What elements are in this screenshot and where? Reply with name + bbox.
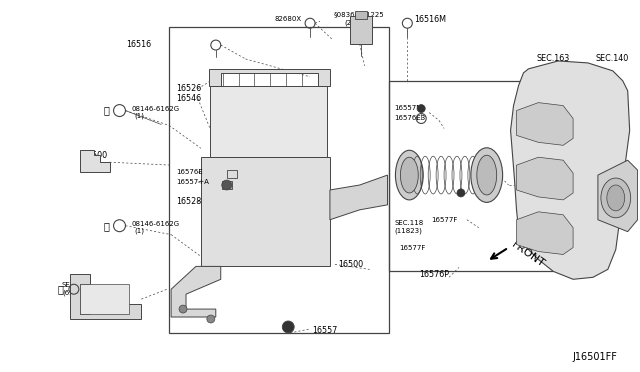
Text: 16516: 16516 xyxy=(127,39,152,49)
Polygon shape xyxy=(210,86,327,157)
Polygon shape xyxy=(330,175,387,220)
Text: 16526: 16526 xyxy=(176,84,202,93)
Text: (62500): (62500) xyxy=(62,290,90,296)
Polygon shape xyxy=(511,61,630,279)
Text: SEC.140: SEC.140 xyxy=(596,54,629,64)
Circle shape xyxy=(221,180,232,190)
Polygon shape xyxy=(516,212,573,254)
Text: 16576P: 16576P xyxy=(419,270,449,279)
Bar xyxy=(221,181,232,189)
Polygon shape xyxy=(201,157,330,266)
Circle shape xyxy=(417,105,425,113)
Circle shape xyxy=(179,305,187,313)
Bar xyxy=(227,170,237,178)
Polygon shape xyxy=(598,160,637,232)
Ellipse shape xyxy=(401,157,419,193)
Text: 16557: 16557 xyxy=(312,326,337,336)
Text: 16557M: 16557M xyxy=(394,105,422,110)
Text: 08146-6162G: 08146-6162G xyxy=(131,221,180,227)
Text: 16500: 16500 xyxy=(82,151,107,160)
Text: (1): (1) xyxy=(134,112,145,119)
Circle shape xyxy=(282,321,294,333)
Text: 16516M: 16516M xyxy=(414,15,446,24)
Bar xyxy=(355,11,367,19)
Ellipse shape xyxy=(601,178,630,218)
Text: FRONT: FRONT xyxy=(509,240,547,269)
Text: 16528: 16528 xyxy=(176,198,202,206)
Text: 16546: 16546 xyxy=(176,94,201,103)
Polygon shape xyxy=(516,103,573,145)
Text: (11823): (11823) xyxy=(394,227,422,234)
Polygon shape xyxy=(70,274,141,319)
Text: 16556: 16556 xyxy=(102,296,127,306)
Ellipse shape xyxy=(396,150,423,200)
Polygon shape xyxy=(516,157,573,200)
Bar xyxy=(80,284,129,314)
Ellipse shape xyxy=(607,185,625,211)
Text: SEC.118: SEC.118 xyxy=(394,220,424,226)
Bar xyxy=(169,27,390,333)
Bar xyxy=(350,16,372,44)
Text: SEC.625: SEC.625 xyxy=(62,282,91,288)
Text: 16577F: 16577F xyxy=(431,217,458,223)
Circle shape xyxy=(457,189,465,197)
Text: Ⓑ: Ⓑ xyxy=(104,106,109,116)
Text: SEC.163: SEC.163 xyxy=(536,54,570,64)
Ellipse shape xyxy=(477,155,497,195)
Polygon shape xyxy=(209,69,330,86)
Text: 16576E: 16576E xyxy=(176,169,203,175)
Text: Ⓑ: Ⓑ xyxy=(104,221,109,231)
Text: (2): (2) xyxy=(345,20,355,26)
Text: §08360-41225: §08360-41225 xyxy=(334,11,385,17)
Polygon shape xyxy=(80,150,109,172)
Text: 08146-6162G: 08146-6162G xyxy=(131,106,180,112)
Circle shape xyxy=(207,315,215,323)
Polygon shape xyxy=(171,266,221,317)
Text: 16576E3: 16576E3 xyxy=(394,115,426,121)
Text: 16557+A: 16557+A xyxy=(176,179,209,185)
Text: 16577F: 16577F xyxy=(399,244,426,250)
Text: Ⓑ: Ⓑ xyxy=(57,284,63,294)
Ellipse shape xyxy=(471,148,502,202)
Text: J16501FF: J16501FF xyxy=(572,352,617,362)
Text: (1): (1) xyxy=(134,227,145,234)
Bar xyxy=(390,81,553,271)
Text: 82680X: 82680X xyxy=(275,16,301,22)
Text: 16500: 16500 xyxy=(338,260,363,269)
